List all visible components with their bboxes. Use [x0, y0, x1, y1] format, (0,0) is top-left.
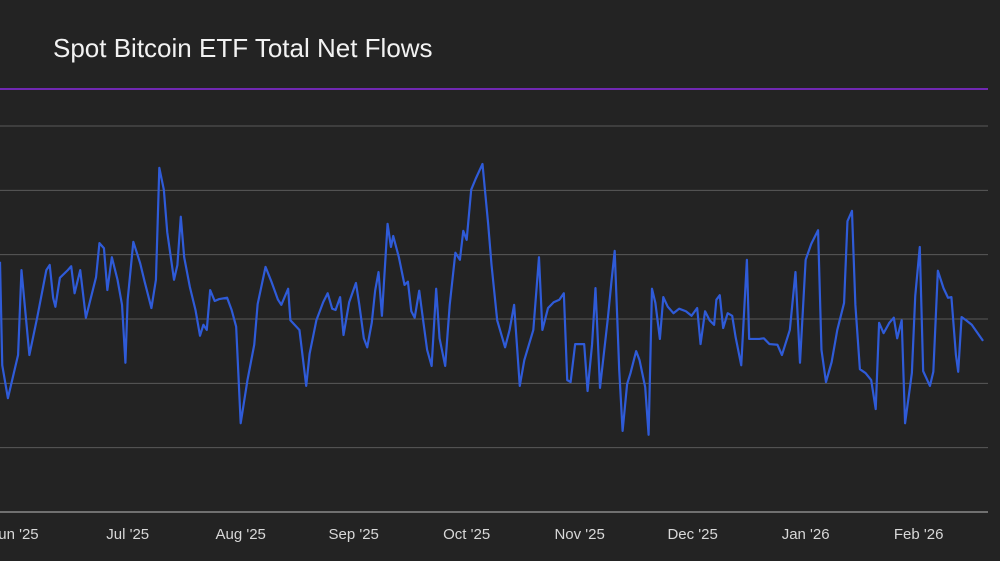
chart-title: Spot Bitcoin ETF Total Net Flows: [53, 33, 433, 63]
x-tick-label: Jul '25: [106, 526, 149, 543]
x-tick-label: Sep '25: [328, 526, 378, 543]
x-tick-label: Dec '25: [667, 526, 717, 543]
x-tick-label: Aug '25: [215, 526, 265, 543]
x-tick-label: Nov '25: [554, 526, 604, 543]
x-tick-label: Jan '26: [782, 526, 830, 543]
x-tick-label: Feb '26: [894, 526, 944, 543]
x-tick-label: Oct '25: [443, 526, 490, 543]
x-tick-label: Jun '25: [0, 526, 39, 543]
flow-line: [0, 162, 984, 436]
